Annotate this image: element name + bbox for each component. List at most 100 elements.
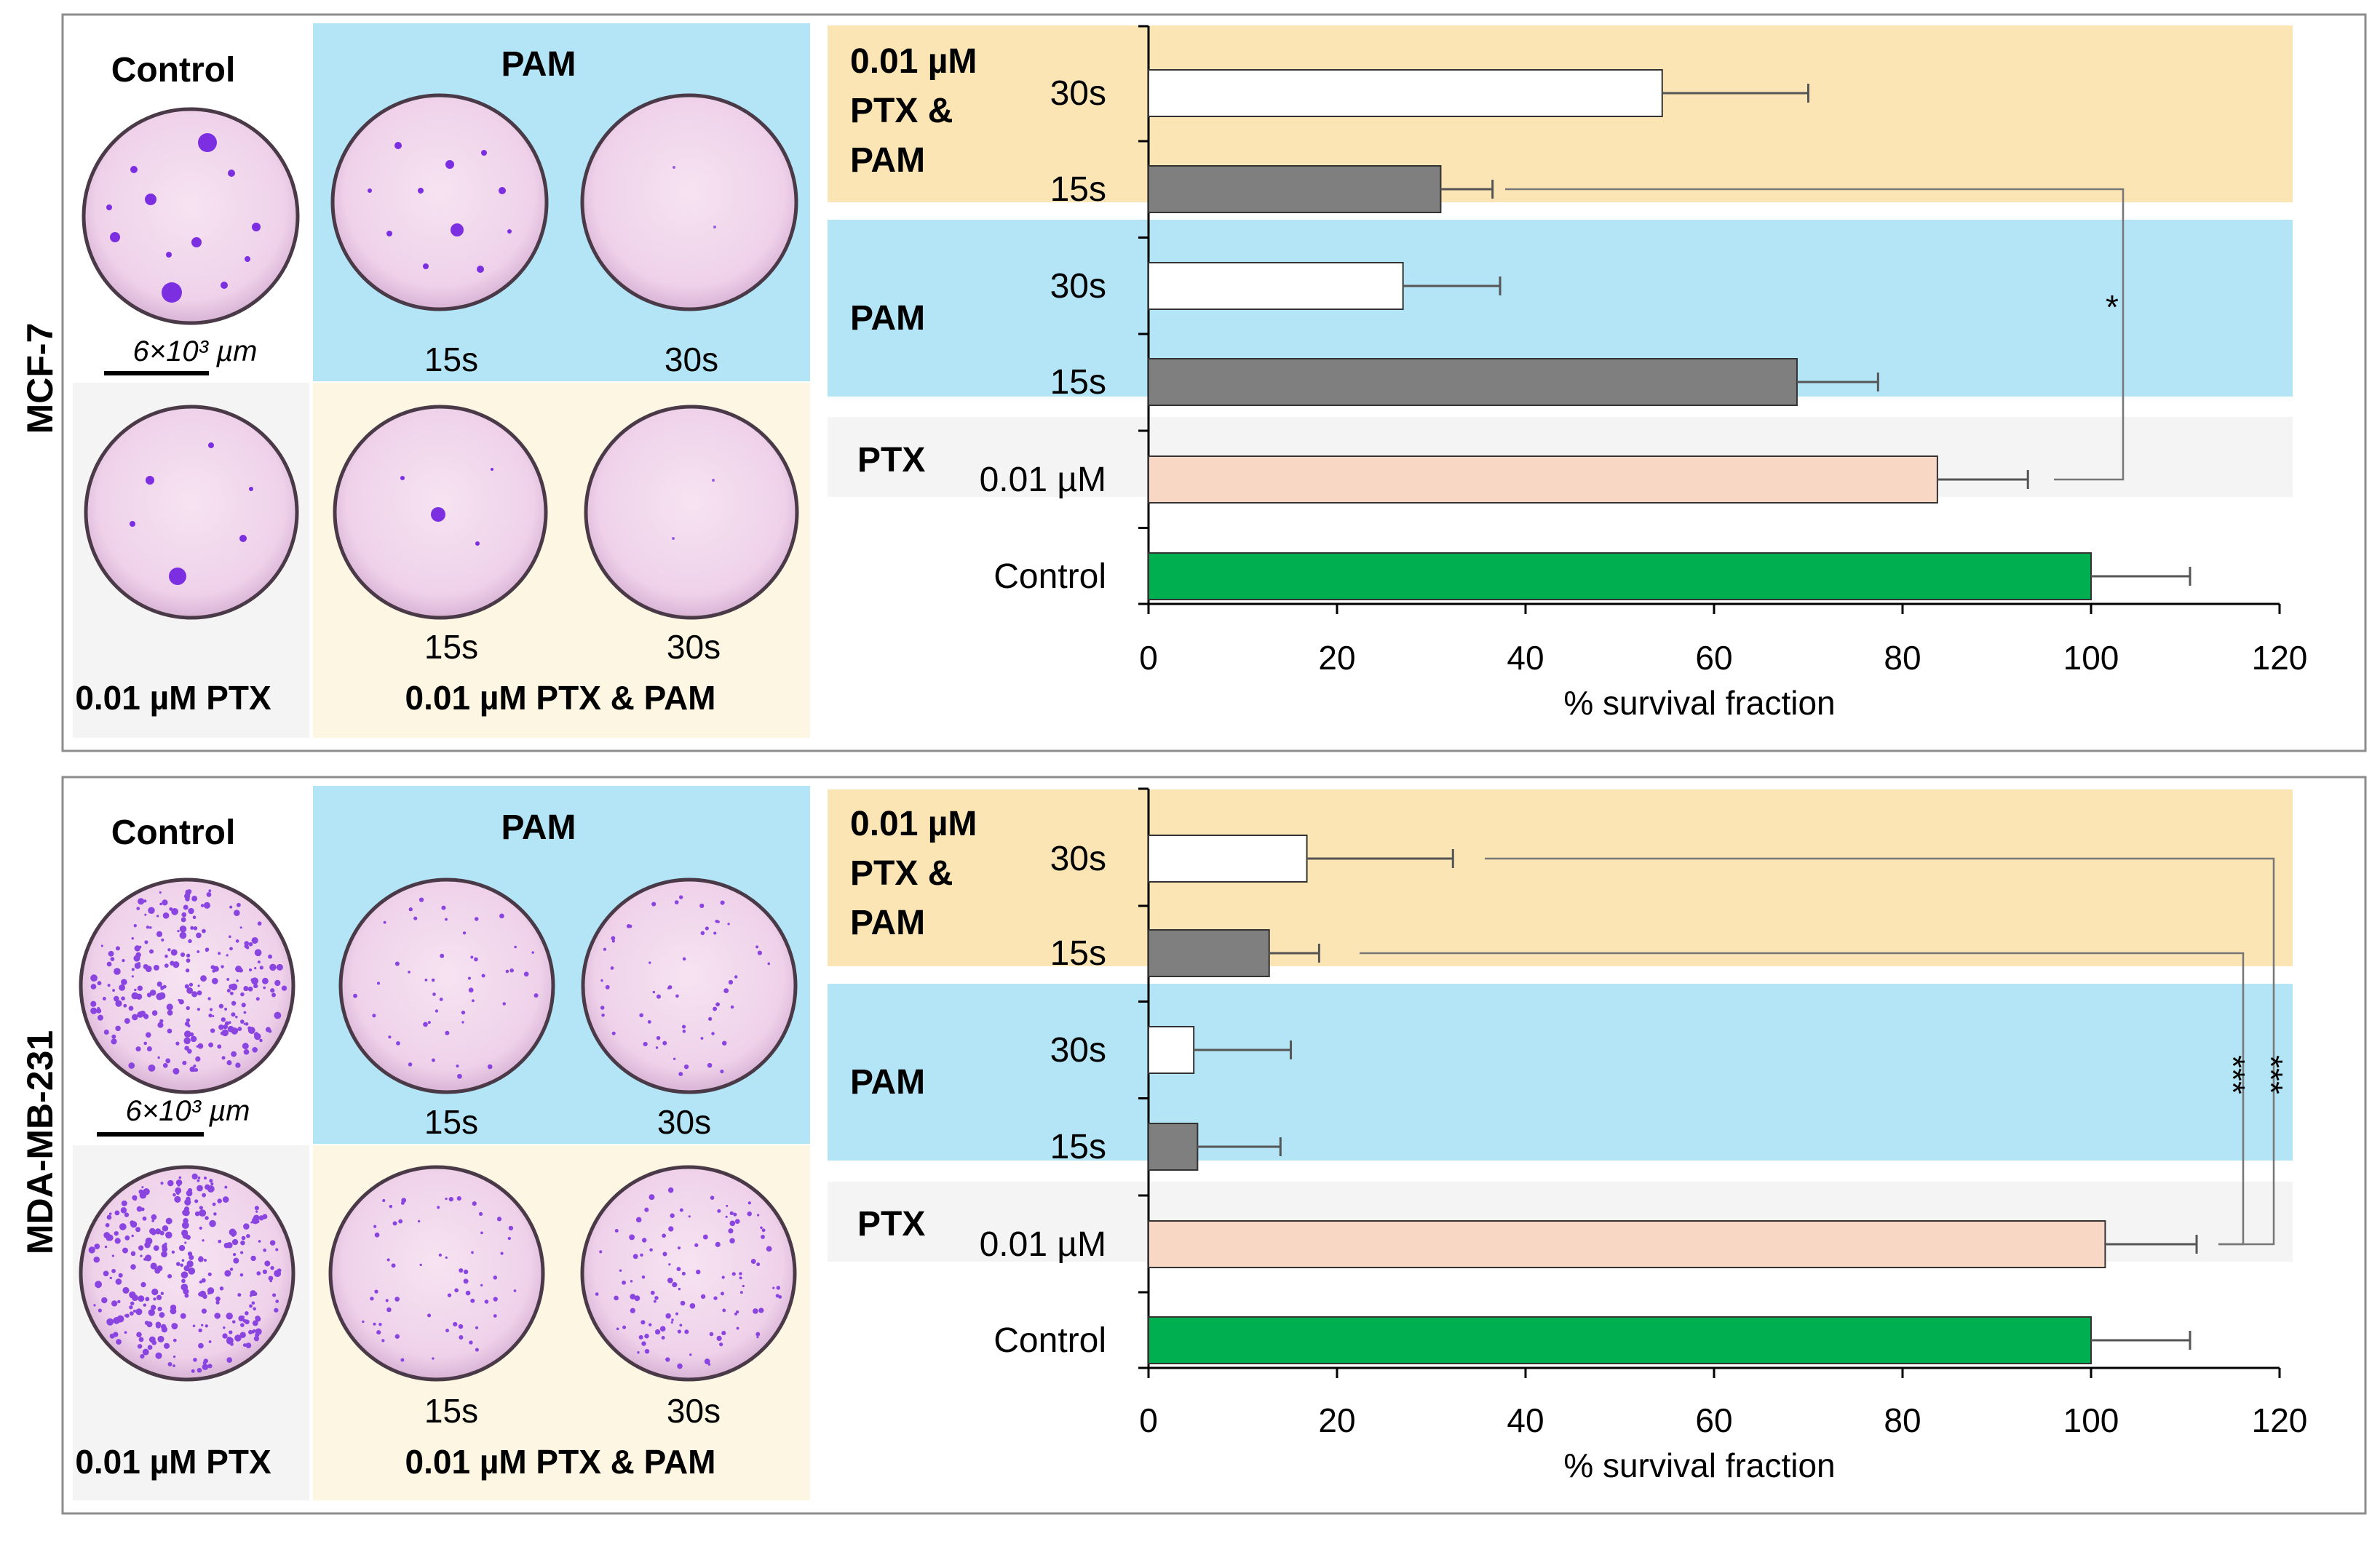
colony <box>733 1212 737 1217</box>
colony <box>671 1318 674 1321</box>
colony <box>157 1056 160 1059</box>
bar-chart-mcf7: 0 20 40 60 80 100 120 % survival fraction 30s 15s… <box>980 25 2307 722</box>
colony <box>665 1313 671 1319</box>
colony <box>239 1251 244 1254</box>
colony <box>218 1239 222 1243</box>
colony <box>218 1003 224 1008</box>
colony <box>136 907 140 910</box>
colony <box>721 1331 726 1336</box>
colony <box>128 1006 134 1011</box>
colony <box>149 949 154 954</box>
colony <box>281 985 287 991</box>
colony <box>232 1252 237 1257</box>
colony <box>275 1248 279 1251</box>
colony <box>191 1037 197 1042</box>
bar <box>1148 1123 1199 1171</box>
colony <box>90 984 97 990</box>
colony <box>680 1300 686 1306</box>
colony <box>243 1022 246 1025</box>
colony <box>170 1308 177 1315</box>
colony <box>110 957 115 961</box>
colony <box>644 1334 649 1339</box>
colony <box>381 1339 385 1342</box>
colony <box>667 1277 673 1284</box>
colony <box>735 1310 739 1314</box>
colony <box>662 1233 666 1238</box>
colony <box>461 1021 464 1024</box>
colony <box>122 1247 128 1254</box>
colony <box>130 1293 135 1298</box>
combo-30s-label: 30s <box>667 628 721 666</box>
colony <box>236 979 239 982</box>
colony <box>143 1188 150 1195</box>
colony <box>400 1201 405 1205</box>
category-label: 15s <box>1050 170 1106 209</box>
colony <box>197 984 200 987</box>
colony <box>248 942 253 947</box>
colony <box>136 1206 143 1212</box>
colony <box>383 920 386 924</box>
colony <box>112 989 115 992</box>
combo-15s-label: 15s <box>424 1392 478 1430</box>
colony <box>722 1308 726 1313</box>
colony <box>145 1255 150 1261</box>
colony <box>440 953 445 958</box>
colony <box>480 1231 483 1235</box>
colony <box>475 1348 479 1352</box>
colony <box>246 1233 250 1238</box>
colony <box>193 926 198 931</box>
colony <box>207 1185 215 1193</box>
colony <box>97 1014 103 1021</box>
colony <box>198 1342 204 1349</box>
colony <box>111 1038 117 1045</box>
colony <box>247 1027 255 1034</box>
group-label-combo: 0.01 µM PTX & PAM <box>850 805 977 942</box>
colony <box>114 1230 119 1236</box>
colony <box>672 1282 678 1288</box>
colony <box>648 1323 652 1326</box>
colony <box>193 1358 197 1362</box>
colony <box>109 1333 115 1339</box>
colony <box>181 1222 189 1229</box>
significance-label: * <box>2106 288 2119 326</box>
colony <box>141 1186 144 1189</box>
colony <box>198 1292 203 1297</box>
colony <box>386 1258 390 1262</box>
colony <box>630 1308 635 1313</box>
colony <box>174 1195 181 1203</box>
bar-chart-mdamb231: 0 20 40 60 80 100 120 % survival fraction 30s 15s… <box>980 787 2307 1484</box>
colony <box>157 1335 164 1342</box>
colony <box>147 1345 153 1350</box>
colony <box>119 984 124 990</box>
colony <box>131 975 134 978</box>
colony <box>431 978 435 982</box>
colony <box>145 1032 151 1038</box>
colony <box>107 984 111 987</box>
colony <box>655 1046 659 1049</box>
colony <box>668 1263 671 1266</box>
colony <box>121 979 127 985</box>
colony <box>353 993 357 998</box>
colony <box>144 913 147 916</box>
colony <box>209 1219 216 1227</box>
colony <box>226 1312 233 1320</box>
colony <box>374 1289 378 1294</box>
colony <box>134 988 137 992</box>
cell-line-label: MDA-MB-231 <box>20 1030 60 1254</box>
colony <box>115 1278 122 1285</box>
colony <box>167 948 171 952</box>
colony <box>256 1219 260 1223</box>
colony <box>106 1236 111 1241</box>
colony <box>197 1367 202 1373</box>
x-tick-label: 0 <box>1139 639 1158 677</box>
colony <box>720 900 725 905</box>
colony <box>153 964 159 971</box>
colony <box>269 1240 276 1246</box>
colony <box>129 1311 134 1316</box>
colony <box>226 978 230 981</box>
colony <box>151 1288 159 1296</box>
colony <box>122 958 125 963</box>
colony <box>610 966 614 970</box>
colony <box>145 966 152 972</box>
x-tick-label: 80 <box>1884 1401 1921 1439</box>
